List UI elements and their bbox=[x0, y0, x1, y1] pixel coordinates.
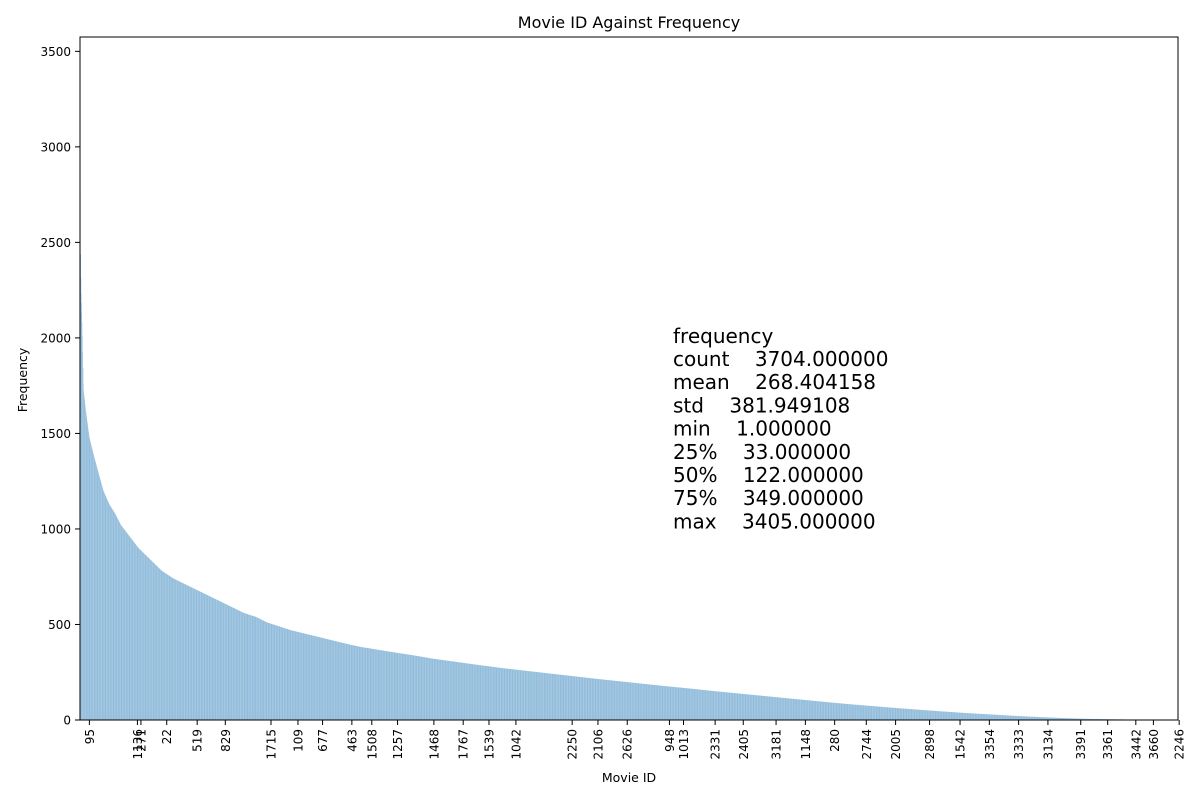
stats-line: 50% 122.000000 bbox=[673, 463, 864, 487]
x-tick-label: 1013 bbox=[677, 729, 691, 760]
x-tick-label: 271 bbox=[134, 729, 148, 752]
y-tick-label: 3500 bbox=[40, 45, 71, 59]
stats-line: min 1.000000 bbox=[673, 417, 832, 441]
x-tick-label: 2405 bbox=[737, 729, 751, 760]
stats-header: frequency bbox=[673, 324, 773, 348]
x-tick-label: 948 bbox=[663, 729, 677, 752]
stats-line: mean 268.404158 bbox=[673, 370, 876, 394]
x-tick-label: 1468 bbox=[427, 729, 441, 760]
x-tick-label: 2106 bbox=[591, 729, 605, 760]
x-tick-label: 2246 bbox=[1173, 729, 1187, 760]
y-axis: 0 500 1000 1500 2000 2500 3000 3500 bbox=[40, 45, 80, 728]
x-axis-title: Movie ID bbox=[602, 770, 656, 785]
x-tick-label: 95 bbox=[83, 729, 97, 744]
y-tick-label: 500 bbox=[48, 618, 71, 632]
x-tick-label: 1148 bbox=[799, 729, 813, 760]
x-tick-label: 829 bbox=[219, 729, 233, 752]
x-tick-label: 3181 bbox=[770, 729, 784, 760]
x-tick-label: 2005 bbox=[889, 729, 903, 760]
x-tick-label: 3354 bbox=[983, 729, 997, 760]
x-tick-label: 1257 bbox=[391, 729, 405, 760]
y-axis-title: Frequency bbox=[15, 347, 30, 412]
x-tick-label: 2744 bbox=[860, 729, 874, 760]
y-tick-label: 2500 bbox=[40, 236, 71, 250]
x-tick-label: 2250 bbox=[566, 729, 580, 760]
x-tick-label: 1042 bbox=[509, 729, 523, 760]
x-tick-label: 2331 bbox=[709, 729, 723, 760]
x-tick-label: 109 bbox=[292, 729, 306, 752]
stats-line: std 381.949108 bbox=[673, 393, 850, 417]
x-tick-label: 1539 bbox=[483, 729, 497, 760]
y-tick-label: 1500 bbox=[40, 427, 71, 441]
stats-line: 25% 33.000000 bbox=[673, 440, 851, 464]
y-tick-label: 0 bbox=[63, 714, 71, 728]
x-tick-label: 3442 bbox=[1129, 729, 1143, 760]
x-tick-label: 3134 bbox=[1041, 729, 1055, 760]
stats-line: count 3704.000000 bbox=[673, 347, 888, 371]
x-tick-label: 3333 bbox=[1012, 729, 1026, 760]
x-tick-label: 519 bbox=[191, 729, 205, 752]
x-tick-label: 280 bbox=[828, 729, 842, 752]
stats-line: 75% 349.000000 bbox=[673, 486, 864, 510]
x-tick-label: 1767 bbox=[457, 729, 471, 760]
stats-line: max 3405.000000 bbox=[673, 509, 876, 533]
x-tick-label: 1542 bbox=[954, 729, 968, 760]
x-tick-label: 1715 bbox=[265, 729, 279, 760]
x-tick-label: 677 bbox=[316, 729, 330, 752]
x-tick-label: 3391 bbox=[1074, 729, 1088, 760]
bars-group bbox=[80, 69, 1178, 720]
chart-title: Movie ID Against Frequency bbox=[518, 13, 740, 32]
y-tick-label: 3000 bbox=[40, 140, 71, 154]
x-tick-label: 463 bbox=[345, 729, 359, 752]
x-tick-label: 2626 bbox=[621, 729, 635, 760]
x-tick-label: 22 bbox=[160, 729, 174, 744]
y-tick-label: 2000 bbox=[40, 331, 71, 345]
x-tick-label: 3361 bbox=[1101, 729, 1115, 760]
y-tick-label: 1000 bbox=[40, 522, 71, 536]
x-tick-label: 2898 bbox=[923, 729, 937, 760]
x-tick-label: 3660 bbox=[1147, 729, 1161, 760]
x-tick-label: 1508 bbox=[365, 729, 379, 760]
